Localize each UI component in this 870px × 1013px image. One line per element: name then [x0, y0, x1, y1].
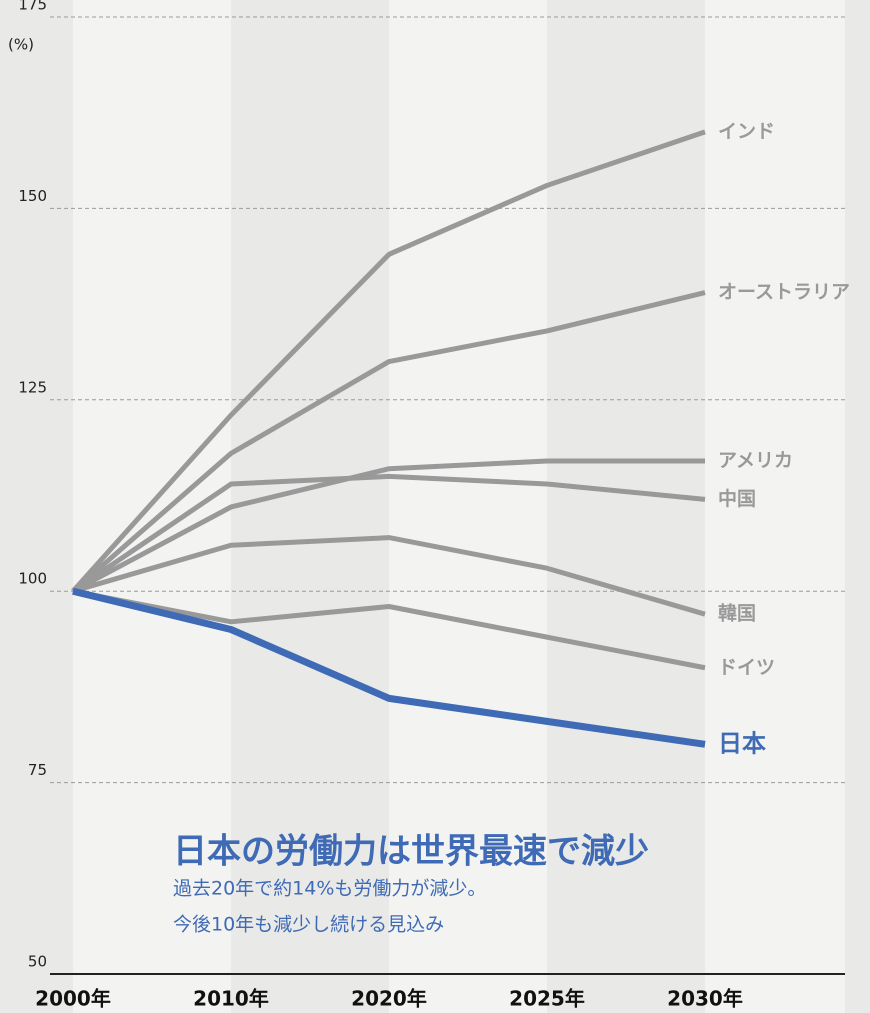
band [547, 0, 705, 1013]
x-tick-label: 2030年 [667, 987, 743, 1011]
band [231, 0, 389, 1013]
series-label: ドイツ [718, 656, 775, 678]
y-tick-label: 75 [28, 761, 47, 779]
series-label: 韓国 [718, 602, 756, 625]
band [0, 0, 73, 1013]
x-tick-label: 2025年 [509, 987, 585, 1011]
x-tick-label: 2020年 [351, 987, 427, 1011]
series-label: インド [718, 120, 775, 142]
band [845, 0, 870, 1013]
y-tick-label: 125 [18, 378, 47, 396]
annotation-line: 過去20年で約14%も労働力が減少。 [173, 878, 486, 900]
series-label: 日本 [718, 729, 766, 757]
annotation-line: 今後10年も減少し続ける見込み [173, 914, 444, 936]
series-line [71, 129, 706, 593]
series-label: オーストラリア [718, 281, 850, 303]
band [705, 0, 845, 1013]
x-tick-label: 2000年 [35, 987, 111, 1011]
x-tick-label: 2010年 [193, 987, 269, 1011]
y-axis-label: (%) [8, 36, 34, 54]
series-label: アメリカ [718, 450, 793, 472]
series-line [72, 588, 706, 671]
annotation-title: 日本の労働力は世界最速で減少 [173, 832, 649, 872]
y-tick-label: 150 [18, 187, 47, 205]
y-tick-label: 175 [18, 0, 47, 14]
series-label: 中国 [718, 487, 756, 510]
series-line [72, 535, 706, 617]
series-line [71, 473, 706, 594]
band [389, 0, 547, 1013]
series-line [72, 587, 706, 748]
y-tick-label: 50 [28, 953, 47, 971]
y-tick-label: 100 [18, 570, 47, 588]
series-line [71, 458, 705, 594]
series-line [71, 290, 706, 594]
